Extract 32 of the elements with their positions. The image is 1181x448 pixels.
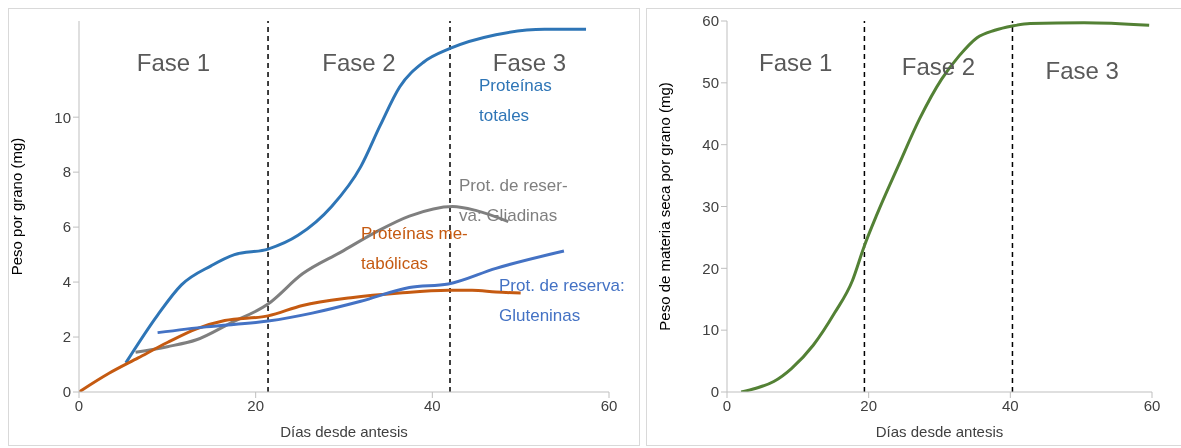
x-axis-title: Días desde antesis — [875, 423, 1004, 440]
x-tick-label: 20 — [247, 396, 265, 414]
y-tick-label: 60 — [702, 12, 719, 30]
text: Proteínas totales — [479, 75, 552, 127]
y-axis-title: Peso por grano (mg) — [8, 137, 26, 276]
y-tick-label: 0 — [62, 383, 71, 401]
x-tick-label: 60 — [600, 396, 618, 414]
x-tick-label: 60 — [1143, 396, 1161, 414]
x-tick-label: 0 — [74, 396, 84, 414]
y-tick-label: 4 — [62, 273, 71, 291]
annotation: Fase 1 — [758, 49, 834, 77]
x-tick-label: 40 — [423, 396, 441, 414]
annotation: Fase 3 — [491, 49, 568, 77]
annotation: Fase 3 — [1044, 57, 1120, 85]
x-tick-label: 20 — [860, 396, 878, 414]
x-axis-title: Días desde antesis — [280, 423, 408, 440]
y-tick-label: 40 — [702, 135, 719, 153]
series-label: Prot. de reserva: Gluteninas — [499, 275, 625, 327]
annotation: Fase 1 — [135, 49, 212, 77]
annotation: Fase 2 — [321, 49, 397, 77]
x-tick-label: 40 — [1001, 396, 1019, 414]
y-tick-label: 10 — [54, 108, 71, 126]
y-tick-label: 8 — [62, 163, 71, 181]
y-tick-label: 20 — [702, 259, 719, 277]
y-tick-label: 50 — [702, 74, 719, 92]
y-axis-title: Peso de materia seca por grano (mg) — [656, 82, 674, 331]
y-tick-label: 2 — [62, 328, 71, 346]
y-tick-label: 0 — [710, 383, 719, 401]
y-tick-label: 30 — [702, 197, 719, 215]
y-tick-label: 6 — [62, 218, 71, 236]
y-tick-label: 10 — [702, 321, 719, 339]
x-tick-label: 0 — [722, 396, 732, 414]
